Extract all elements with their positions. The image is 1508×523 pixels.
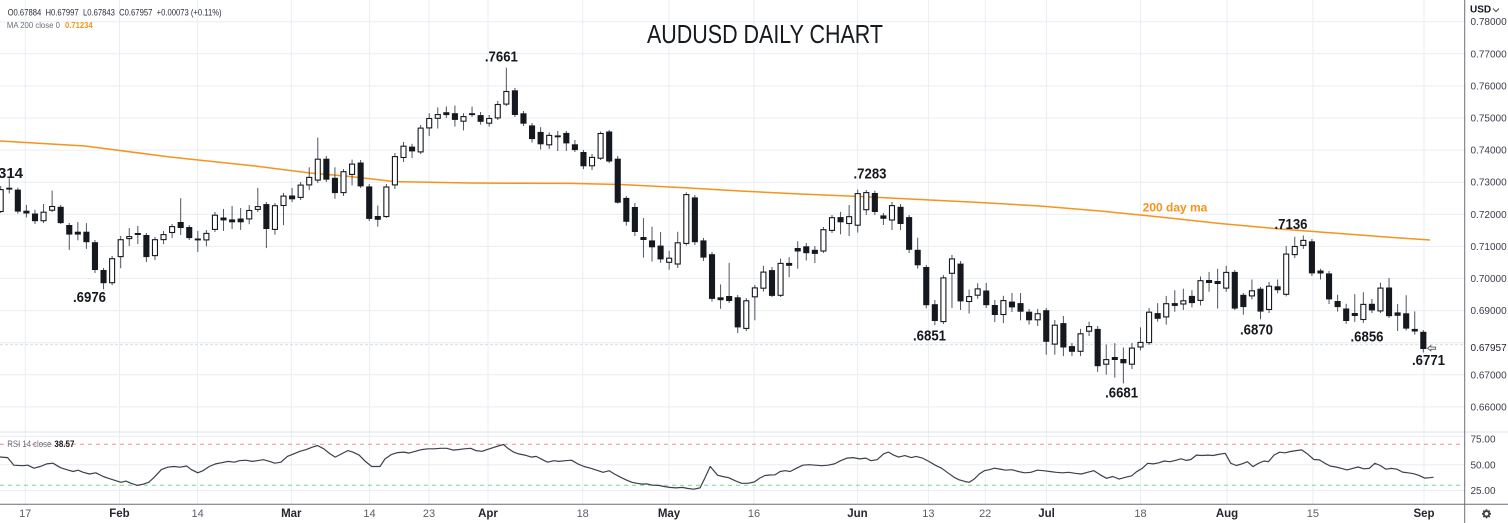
svg-text:.7661: .7661 — [485, 49, 518, 66]
svg-text:23: 23 — [423, 508, 435, 520]
svg-text:USD: USD — [1470, 5, 1491, 16]
svg-text:0.76000: 0.76000 — [1471, 81, 1508, 92]
svg-text:Aug: Aug — [1216, 508, 1238, 520]
svg-text:0.66000: 0.66000 — [1471, 402, 1508, 413]
svg-text:MA 200 close 0: MA 200 close 0 — [7, 21, 61, 30]
svg-text:38.57: 38.57 — [54, 439, 74, 449]
svg-text:Jul: Jul — [1038, 508, 1055, 520]
svg-text:0.73000: 0.73000 — [1471, 178, 1508, 189]
svg-text:16: 16 — [748, 508, 760, 520]
svg-text:RSI 14 close: RSI 14 close — [7, 439, 51, 449]
svg-text:.6976: .6976 — [73, 289, 106, 306]
svg-text:13: 13 — [922, 508, 934, 520]
svg-text:14: 14 — [191, 508, 203, 520]
svg-text:0.75000: 0.75000 — [1471, 114, 1508, 125]
svg-text:314: 314 — [0, 165, 24, 182]
svg-text:.6856: .6856 — [1351, 329, 1384, 346]
svg-text:AUDUSD DAILY CHART: AUDUSD DAILY CHART — [647, 21, 883, 49]
svg-text:0.78000: 0.78000 — [1471, 17, 1508, 28]
svg-text:.6870: .6870 — [1240, 322, 1273, 339]
svg-text:15: 15 — [1307, 508, 1319, 520]
svg-text:.7136: .7136 — [1275, 216, 1308, 233]
svg-text:.6851: .6851 — [913, 328, 946, 345]
svg-text:Sep: Sep — [1413, 508, 1434, 520]
svg-text:18: 18 — [577, 508, 589, 520]
svg-text:17: 17 — [19, 508, 31, 520]
svg-text:Apr: Apr — [478, 508, 498, 520]
svg-text:14: 14 — [363, 508, 375, 520]
svg-text:0.71234: 0.71234 — [65, 21, 93, 30]
svg-text:0.67957: 0.67957 — [1471, 343, 1508, 354]
svg-text:50.00: 50.00 — [1471, 460, 1496, 471]
svg-text:May: May — [658, 508, 681, 520]
svg-text:.7283: .7283 — [854, 166, 887, 183]
svg-text:Mar: Mar — [281, 508, 302, 520]
svg-text:0.67000: 0.67000 — [1471, 370, 1508, 381]
svg-text:0.72000: 0.72000 — [1471, 210, 1508, 221]
svg-text:.6771: .6771 — [1412, 352, 1445, 369]
svg-text:0.74000: 0.74000 — [1471, 146, 1508, 157]
svg-text:0.70000: 0.70000 — [1471, 274, 1508, 285]
svg-text:200 day ma: 200 day ma — [1143, 201, 1208, 215]
svg-text:0.69000: 0.69000 — [1471, 306, 1508, 317]
svg-text:Feb: Feb — [109, 508, 129, 520]
svg-text:18: 18 — [1134, 508, 1146, 520]
svg-text:Jun: Jun — [847, 508, 867, 520]
svg-text:0.71000: 0.71000 — [1471, 242, 1508, 253]
svg-text:0.77000: 0.77000 — [1471, 49, 1508, 60]
svg-text:22: 22 — [979, 508, 991, 520]
svg-text:O0.67884 H0.67997 L0.67843: O0.67884 H0.67997 L0.67843 C0.67957 +0.0… — [8, 8, 222, 19]
svg-text:25.00: 25.00 — [1471, 486, 1496, 497]
svg-text:75.00: 75.00 — [1471, 435, 1496, 446]
svg-text:.6681: .6681 — [1105, 385, 1138, 402]
